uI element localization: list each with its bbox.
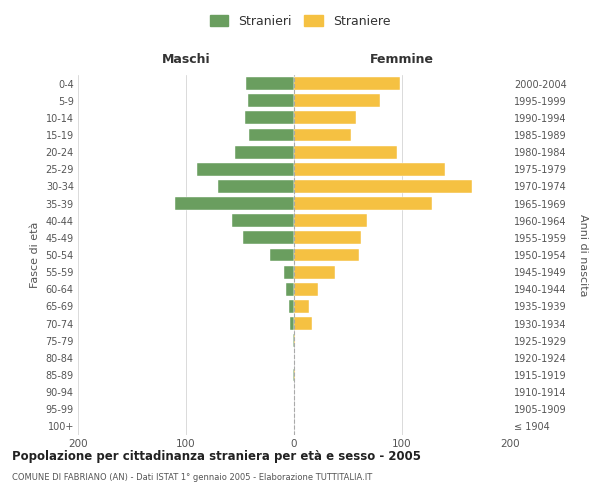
Text: Femmine: Femmine <box>370 53 434 66</box>
Bar <box>232 214 294 227</box>
Bar <box>175 197 294 210</box>
Y-axis label: Fasce di età: Fasce di età <box>30 222 40 288</box>
Bar <box>286 283 294 296</box>
Bar <box>294 283 318 296</box>
Text: Maschi: Maschi <box>161 53 211 66</box>
Bar <box>294 180 472 193</box>
Bar <box>294 300 309 313</box>
Bar <box>294 163 445 175</box>
Bar <box>294 128 351 141</box>
Bar <box>218 180 294 193</box>
Bar <box>289 300 294 313</box>
Bar <box>294 334 295 347</box>
Bar <box>294 146 397 158</box>
Bar <box>294 368 295 382</box>
Text: Popolazione per cittadinanza straniera per età e sesso - 2005: Popolazione per cittadinanza straniera p… <box>12 450 421 463</box>
Bar <box>248 94 294 107</box>
Bar <box>245 112 294 124</box>
Bar <box>294 214 367 227</box>
Bar <box>294 77 400 90</box>
Bar <box>247 77 294 90</box>
Legend: Stranieri, Straniere: Stranieri, Straniere <box>206 11 394 32</box>
Bar <box>294 317 313 330</box>
Bar <box>294 94 380 107</box>
Y-axis label: Anni di nascita: Anni di nascita <box>578 214 588 296</box>
Bar <box>270 248 294 262</box>
Bar <box>284 266 294 278</box>
Bar <box>293 334 294 347</box>
Bar <box>294 232 361 244</box>
Bar <box>290 317 294 330</box>
Bar <box>235 146 294 158</box>
Bar <box>293 368 294 382</box>
Bar <box>294 248 359 262</box>
Bar <box>248 128 294 141</box>
Bar <box>294 197 432 210</box>
Bar <box>243 232 294 244</box>
Bar <box>294 266 335 278</box>
Bar <box>197 163 294 175</box>
Text: COMUNE DI FABRIANO (AN) - Dati ISTAT 1° gennaio 2005 - Elaborazione TUTTITALIA.I: COMUNE DI FABRIANO (AN) - Dati ISTAT 1° … <box>12 472 372 482</box>
Bar <box>294 112 356 124</box>
